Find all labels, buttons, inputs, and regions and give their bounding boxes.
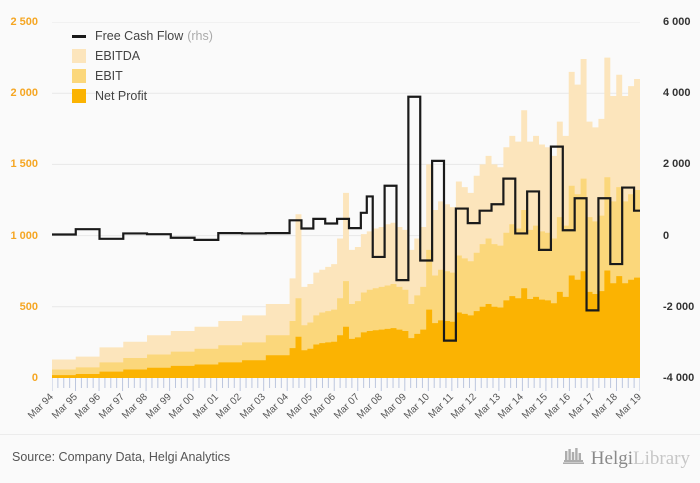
legend-item-net-profit[interactable]: Net Profit [72,86,213,106]
left-axis-tick-label: 0 [31,372,38,384]
line-series-free-cash-flow [52,95,640,342]
x-tick-svg [51,378,641,391]
brand-logo: Helgi Library [562,447,690,470]
right-axis-tick-label: -2 000 [663,300,695,313]
footer-divider [0,434,700,435]
plot-area [52,22,640,378]
left-axis-tick-label: 2 500 [10,16,38,28]
legend-item-ebit[interactable]: EBIT [72,66,213,86]
brand-name-secondary: Library [633,447,690,469]
legend-label: Net Profit [95,89,148,103]
chart-svg [52,22,640,378]
left-axis-tick-label: 2 000 [10,87,38,100]
legend-color-swatch [72,69,86,83]
right-y-axis: -4 000 -2 000 0 2 000 4 000 6 000 [650,0,700,400]
right-axis-tick-label: 6 000 [663,16,691,28]
legend-color-swatch [72,49,86,63]
right-axis-tick-label: 2 000 [663,158,691,171]
x-axis-labels: Mar 94 Mar 95 Mar 96 Mar 97 Mar 98 Mar 99 Mar … [0,388,700,434]
legend-item-free-cash-flow[interactable]: Free Cash Flow (rhs) [72,26,213,46]
legend-label: Free Cash Flow [95,29,184,43]
legend-color-swatch [72,89,86,103]
left-axis-tick-label: 500 [19,300,38,313]
right-axis-tick-label: -4 000 [663,372,695,384]
right-axis-tick-label: 0 [663,229,670,242]
right-axis-tick-label: 4 000 [663,87,691,100]
legend-line-swatch [72,34,86,38]
brand-name-primary: Helgi [590,447,634,469]
left-y-axis: 0 500 1 000 1 500 2 000 2 500 [0,0,46,400]
chart-legend: Free Cash Flow (rhs) EBITDA EBIT Net Profit [72,26,213,106]
left-axis-tick-label: 1 000 [10,229,38,242]
source-note: Source: Company Data, Helgi Analytics [12,450,231,464]
area-series-net-profit [52,270,640,378]
legend-label: EBITDA [95,49,141,63]
line-series-group [52,95,640,342]
legend-item-ebitda[interactable]: EBITDA [72,46,213,66]
left-axis-tick-label: 1 500 [10,158,38,171]
legend-axis-note: (rhs) [187,29,213,43]
x-axis-ticks [51,378,641,392]
legend-label: EBIT [95,69,123,83]
library-building-icon [562,447,585,470]
